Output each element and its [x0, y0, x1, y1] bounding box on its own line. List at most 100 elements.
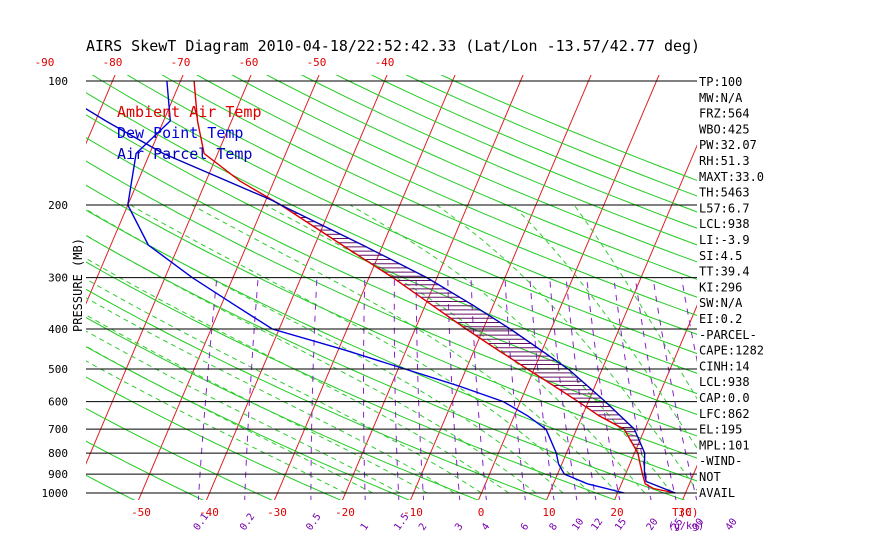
index-label: MAXT:33.0	[699, 170, 764, 184]
dry-adiabat-line	[265, 75, 697, 263]
mixing-unit-label: (g/kg)	[668, 521, 704, 532]
mixing-ratio-tick-label: 8	[548, 521, 560, 532]
mixing-ratio-line	[504, 277, 526, 500]
isotherm-line	[137, 75, 320, 500]
isotherm-line	[409, 75, 592, 500]
mixing-ratio-tick-label: 40	[724, 517, 740, 533]
isobar-lines	[86, 80, 697, 494]
index-label: LCL:938	[699, 375, 750, 389]
moist-adiabat-line	[86, 234, 537, 494]
index-label: LI:-3.9	[699, 233, 750, 247]
index-label: L57:6.7	[699, 201, 750, 215]
mixing-ratio-line	[310, 277, 318, 500]
index-label: AVAIL	[699, 486, 735, 500]
bottom-temp-tick-label: -50	[131, 506, 151, 519]
dry-adiabat-line	[86, 346, 411, 500]
index-label: SI:4.5	[699, 249, 742, 263]
index-label: PW:32.07	[699, 138, 757, 152]
index-label: -PARCEL-	[699, 328, 757, 342]
mixing-ratio-tick-label: 1	[359, 521, 371, 532]
isotherm-line	[818, 62, 870, 502]
mixing-ratio-tick-label: 0.5	[304, 512, 323, 533]
y-axis-label: PRESSURE (MB)	[71, 238, 85, 332]
pressure-tick-label: 500	[48, 363, 68, 376]
ambient-profile-line	[193, 80, 676, 494]
pressure-tick-label: 100	[48, 75, 68, 88]
mixing-ratio-tick-label: 12	[589, 517, 605, 533]
bottom-temp-tick-label: 20	[610, 506, 623, 519]
dry-adiabat-line	[86, 92, 697, 374]
index-label: CAPE:1282	[699, 344, 764, 358]
isotherm-line	[205, 75, 388, 500]
index-label: TP:100	[699, 75, 742, 89]
legend: Ambient Air Temp Dew Point Temp Air Parcel…	[117, 103, 262, 163]
index-label: WBO:425	[699, 122, 750, 136]
index-label: EL:195	[699, 423, 742, 437]
moist-adiabat-line	[86, 278, 482, 494]
mixing-ratio-line	[363, 277, 366, 500]
mixing-ratio-line	[415, 277, 425, 500]
moist-adiabat-line	[349, 204, 673, 494]
index-label: CINH:14	[699, 359, 750, 373]
dry-adiabat-line	[126, 75, 697, 335]
index-label: NOT	[699, 470, 721, 484]
pressure-tick-label: 200	[48, 199, 68, 212]
mixing-ratio-tick-label: 4	[480, 521, 492, 532]
mixing-ratio-tick-label: 3	[453, 521, 465, 532]
mixing-ratio-tick-label: 20	[645, 517, 661, 533]
bottom-temp-tick-label: 10	[542, 506, 555, 519]
moist-adiabat-line	[573, 204, 697, 400]
dry-adiabat-line	[86, 440, 204, 500]
top-temp-tick-label: -50	[307, 56, 327, 69]
moist-adiabat-line	[130, 204, 591, 494]
pressure-tick-label: 300	[48, 272, 68, 285]
dry-adiabat-line	[86, 407, 273, 500]
bottom-temp-tick-label: -30	[267, 506, 287, 519]
bottom-temp-tick-label: -40	[199, 506, 219, 519]
top-temp-tick-label: -60	[239, 56, 259, 69]
index-label: RH:51.3	[699, 154, 750, 168]
mixing-ratio-tick-label: 0.2	[238, 512, 257, 533]
mixing-ratio-tick-label: 6	[519, 521, 531, 532]
isotherm-line	[545, 144, 697, 500]
dry-adiabat-line	[86, 235, 686, 500]
moist-adiabat-line	[86, 345, 373, 494]
isotherm-line	[750, 62, 870, 502]
temp-unit-label: T(C)	[672, 506, 699, 519]
index-label: -WIND-	[699, 454, 742, 468]
isotherm-line	[0, 62, 53, 502]
index-label: LCL:938	[699, 217, 750, 231]
isotherm-line	[86, 75, 116, 145]
moist-adiabat-line	[86, 297, 455, 494]
bottom-temp-tick-label: 30	[678, 506, 691, 519]
legend-entry: Air Parcel Temp	[117, 145, 252, 163]
bottom-temp-tick-label: -20	[335, 506, 355, 519]
dry-adiabat-line	[86, 137, 697, 415]
top-temp-tick-label: -40	[375, 56, 395, 69]
index-label: SW:N/A	[699, 296, 743, 310]
isotherm-line	[273, 75, 456, 500]
bottom-temp-tick-label: -10	[403, 506, 423, 519]
isotherm-line	[477, 75, 660, 500]
isotherm-line	[86, 75, 252, 465]
moist-adiabat-line	[86, 360, 346, 494]
dry-adiabat-line	[86, 209, 697, 482]
mixing-ratio-line	[244, 277, 259, 500]
dry-adiabat-line	[86, 160, 697, 437]
pressure-tick-label: 1000	[42, 487, 69, 500]
pressure-tick-label: 700	[48, 423, 68, 436]
isotherm-line	[613, 304, 697, 500]
pressure-tick-label: 400	[48, 323, 68, 336]
index-label: MPL:101	[699, 438, 750, 452]
chart-title: AIRS SkewT Diagram 2010-04-18/22:52:42.3…	[86, 37, 700, 55]
mixing-ratio-tick-label: 10	[570, 517, 586, 533]
index-label: TH:5463	[699, 186, 750, 200]
isotherm-line	[86, 75, 184, 305]
profile-lines	[86, 80, 676, 494]
index-label: MW:N/A	[699, 91, 743, 105]
moist-adiabat-line	[436, 204, 697, 491]
axis-labels: 1002003004005006007008009001000-120-110-…	[35, 56, 740, 533]
mixing-ratio-line	[613, 277, 652, 500]
pressure-tick-label: 800	[48, 447, 68, 460]
